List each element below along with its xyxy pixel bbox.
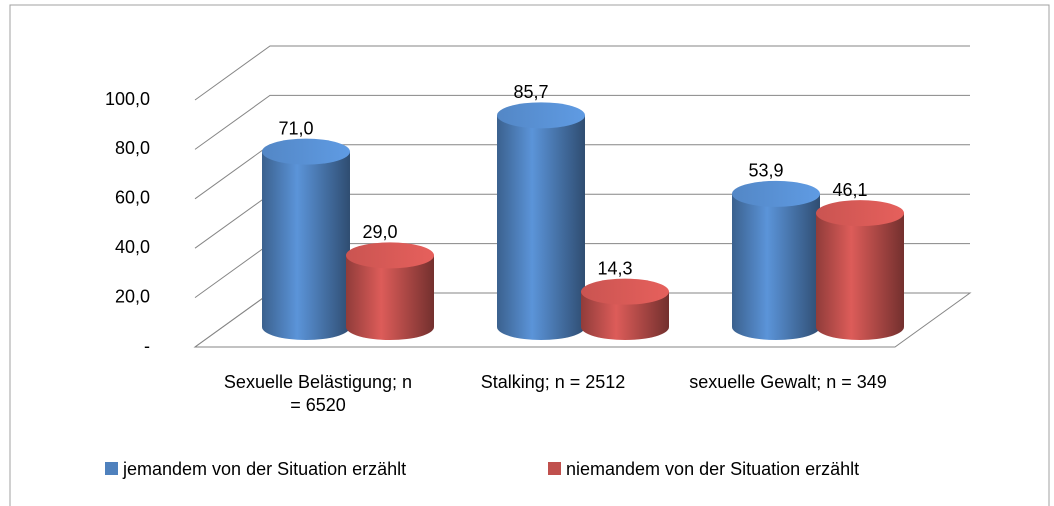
bar: [732, 193, 820, 340]
bar: [816, 213, 904, 340]
legend-label: niemandem von der Situation erzählt: [566, 459, 859, 479]
bar-top: [497, 102, 585, 129]
data-label: 85,7: [513, 82, 548, 102]
y-tick-label: 60,0: [115, 188, 150, 208]
y-tick-label: -: [144, 336, 150, 356]
legend-swatch: [105, 462, 118, 475]
y-tick-label: 80,0: [115, 138, 150, 158]
data-label: 29,0: [362, 222, 397, 242]
data-label: 14,3: [597, 258, 632, 278]
legend-label: jemandem von der Situation erzählt: [122, 459, 406, 479]
bar-top: [346, 242, 434, 269]
data-label: 53,9: [748, 161, 783, 181]
bar-top: [581, 278, 669, 305]
y-tick-label: 100,0: [105, 89, 150, 109]
grid-line: [194, 94, 970, 150]
y-tick-label: 20,0: [115, 286, 150, 306]
chart-border: [9, 4, 1050, 506]
data-label: 71,0: [278, 118, 313, 138]
bar: [262, 151, 350, 340]
x-tick-label: Sexuelle Belästigung; n = 6520: [223, 372, 413, 415]
y-tick-label: 40,0: [115, 237, 150, 257]
grid-line: [194, 45, 970, 101]
legend-swatch: [548, 462, 561, 475]
x-tick-label: sexuelle Gewalt; n = 349: [689, 372, 887, 392]
data-label: 46,1: [832, 180, 867, 200]
bar-top: [262, 138, 350, 165]
bar: [497, 115, 585, 340]
bar: [581, 291, 669, 340]
bar-top: [816, 200, 904, 227]
x-tick-label: Stalking; n = 2512: [480, 372, 626, 392]
bar: [346, 255, 434, 340]
bar-top: [732, 180, 820, 207]
